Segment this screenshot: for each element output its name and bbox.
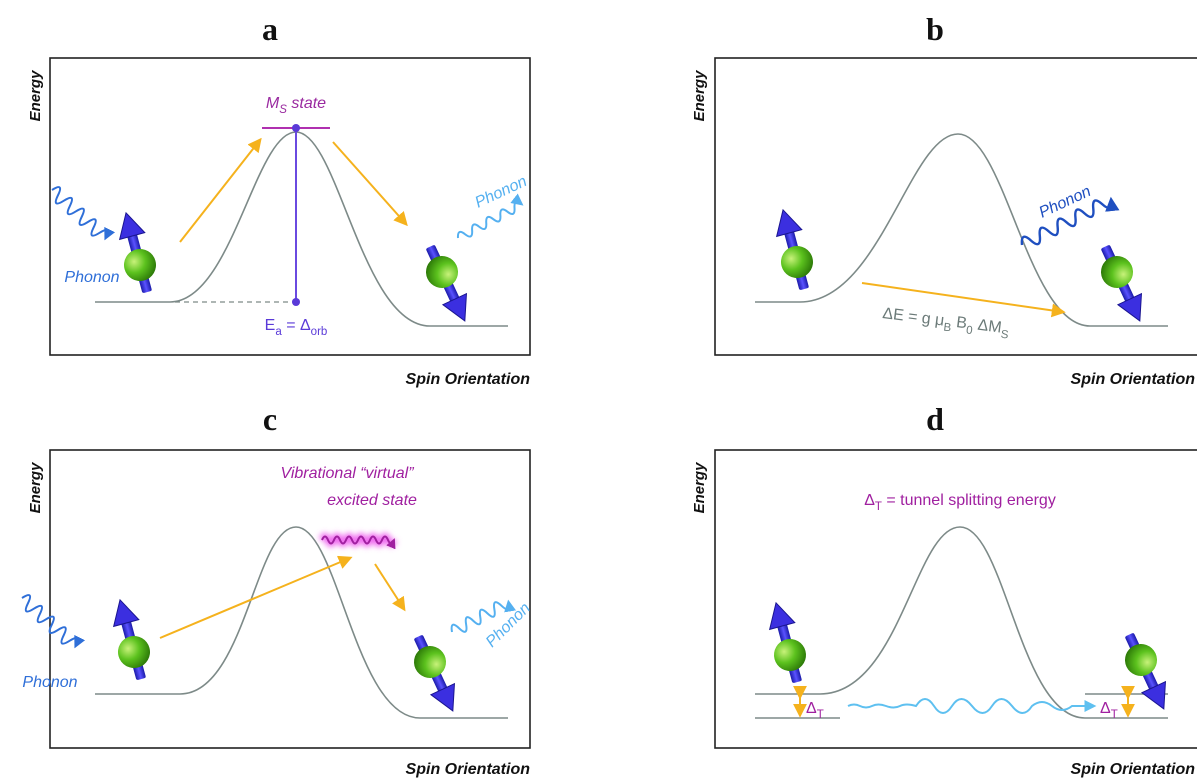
- transition-arrow: [374, 563, 406, 612]
- energy-gap-label: ΔE = g μB B0 ΔMS: [881, 305, 1010, 341]
- barrier-label: Ea = Δorb: [265, 317, 328, 338]
- y-axis-label: Energy: [691, 70, 708, 122]
- y-axis-label: Energy: [27, 70, 44, 122]
- subscript: orb: [311, 326, 328, 338]
- text-run: M: [266, 95, 280, 112]
- text-run: = tunnel splitting energy: [882, 492, 1056, 509]
- subscript: T: [1111, 709, 1118, 721]
- subscript: T: [875, 501, 882, 513]
- spin-up: [760, 598, 814, 687]
- energy-curve: [95, 526, 508, 719]
- text-run: state: [287, 95, 326, 112]
- text-run: Δ: [864, 492, 875, 509]
- panel-label: a: [262, 11, 278, 47]
- x-axis-label: Spin Orientation: [1071, 761, 1196, 778]
- panel-frame: [49, 57, 531, 356]
- phonon-label: Phonon: [1037, 183, 1094, 222]
- transition-arrow: [179, 137, 262, 243]
- subscript: S: [279, 104, 287, 116]
- panel-a: MS state Ea = Δorb Phonon Phonon: [51, 95, 530, 338]
- panel-frame: [49, 449, 531, 749]
- energy-curve: [95, 131, 508, 327]
- virtual-state-label: Vibrational “virtual”: [280, 465, 414, 482]
- phonon-label: Phonon: [64, 269, 119, 286]
- energy-curve: [755, 133, 1168, 327]
- panel-label: d: [926, 401, 944, 437]
- text-run: ΔE = g μ: [882, 305, 946, 329]
- phonon-label: Phonon: [473, 173, 530, 212]
- x-axis-label: Spin Orientation: [406, 761, 531, 778]
- panel-c: Vibrational “virtual” excited state Phon…: [21, 465, 534, 719]
- dot: [292, 298, 300, 306]
- phonon-label: Phonon: [22, 674, 77, 691]
- virtual-state-label: excited state: [327, 492, 417, 509]
- panel-label: c: [263, 401, 277, 437]
- spin-up: [767, 205, 821, 294]
- delta-label: ΔT: [806, 700, 824, 721]
- subscript: T: [817, 709, 824, 721]
- state-label: MS state: [266, 95, 326, 116]
- text-run: ΔM: [972, 316, 1002, 336]
- panel-label: b: [926, 11, 944, 47]
- phonon-wave: [21, 594, 86, 649]
- energy-curve: [755, 526, 1168, 719]
- text-run: Δ: [1100, 700, 1111, 717]
- text-run: Δ: [806, 700, 817, 717]
- phonon-wave: [51, 186, 116, 241]
- panel-frame: [714, 57, 1197, 356]
- spin-down: [1114, 627, 1179, 717]
- splitting-label: ΔT = tunnel splitting energy: [864, 492, 1056, 513]
- subscript: 0: [965, 324, 973, 337]
- delta-label: ΔT: [1100, 700, 1118, 721]
- phonon-wave: [450, 599, 517, 633]
- dot: [292, 124, 300, 132]
- transition-arrow: [861, 282, 1066, 318]
- panel-frame: [714, 449, 1197, 749]
- text-run: E: [265, 317, 276, 334]
- transition-arrow: [332, 141, 408, 227]
- subscript: a: [275, 326, 282, 338]
- tunnel-wave: [847, 698, 1097, 714]
- spin-down: [415, 239, 480, 329]
- text-run: = Δ: [282, 317, 311, 334]
- phonon-wave: [456, 193, 524, 239]
- virtual-wave: [321, 535, 396, 550]
- spin-up: [104, 595, 158, 684]
- transition-arrow: [159, 555, 353, 639]
- x-axis-label: Spin Orientation: [1071, 371, 1196, 388]
- spin-down: [1090, 239, 1155, 329]
- panel-d: ΔT = tunnel splitting energy ΔT ΔT: [755, 492, 1179, 721]
- x-axis-label: Spin Orientation: [406, 371, 531, 388]
- text-run: B: [951, 314, 968, 333]
- y-axis-label: Energy: [27, 462, 44, 514]
- phonon-wave: [1020, 196, 1120, 246]
- panel-b: ΔE = g μB B0 ΔMS Phonon: [755, 133, 1168, 342]
- y-axis-label: Energy: [691, 462, 708, 514]
- spin-down: [403, 629, 468, 719]
- subscript: S: [1000, 329, 1009, 342]
- subscript: B: [943, 322, 952, 335]
